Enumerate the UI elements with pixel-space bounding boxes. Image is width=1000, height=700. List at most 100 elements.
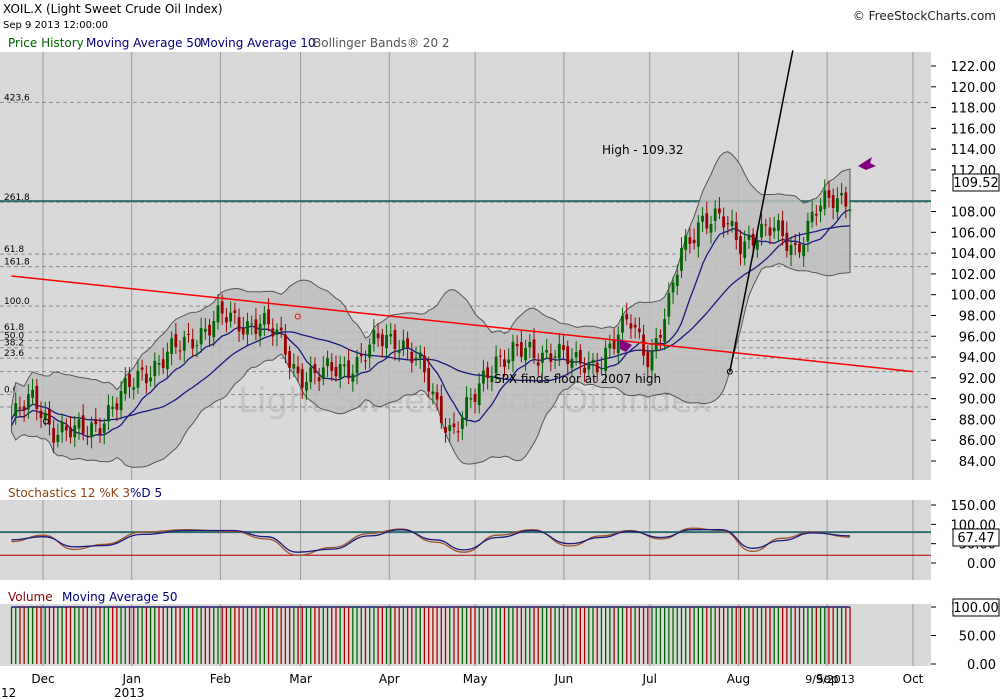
price-candle-body <box>94 418 98 425</box>
price-candle-body <box>98 428 102 435</box>
price-candle-body <box>726 223 730 225</box>
price-candle-body <box>587 362 591 370</box>
price-candle-body <box>22 406 26 411</box>
price-candle-body <box>300 369 304 388</box>
stoch-last-value: 67.47 <box>957 531 994 546</box>
price-candle-body <box>511 342 515 362</box>
price-candle-body <box>102 423 106 433</box>
price-candle-body <box>410 351 414 363</box>
price-candle-body <box>423 355 426 373</box>
price-candle-body <box>793 242 797 246</box>
price-candle-body <box>73 425 77 438</box>
price-candle-body <box>208 324 211 336</box>
fib-level-label: 61.8 <box>4 245 24 255</box>
price-y-tick-label: 116.00 <box>951 122 997 137</box>
price-candle-body <box>31 389 34 398</box>
price-y-tick-label: 122.00 <box>951 60 997 75</box>
price-candle-body <box>364 360 367 362</box>
price-candle-body <box>747 235 751 240</box>
x-year-label-2013: 2013 <box>114 686 145 700</box>
price-candle-body <box>684 235 688 250</box>
price-y-tick-label: 84.00 <box>959 455 996 470</box>
price-candle-body <box>789 245 793 256</box>
price-candle-body <box>128 373 131 387</box>
price-candle-body <box>768 227 772 236</box>
price-candle-body <box>848 209 852 211</box>
price-candle-body <box>743 241 747 258</box>
price-candle-body <box>777 220 780 231</box>
price-candle-body <box>271 328 275 337</box>
price-candle-body <box>359 354 363 357</box>
price-candle-body <box>562 345 565 351</box>
price-last-value-box <box>952 173 1000 192</box>
price-candle-body <box>477 383 481 406</box>
price-candle-body <box>414 357 418 360</box>
price-candle-body <box>600 368 603 370</box>
price-candle-body <box>646 351 650 368</box>
annotation-high: High - 109.32 <box>602 143 684 157</box>
x-tick-label: Feb <box>210 672 231 686</box>
price-candle-body <box>241 328 245 335</box>
volume-y-tick-label: 0.00 <box>967 658 996 673</box>
price-candle-body <box>258 323 262 337</box>
price-y-tick-label: 86.00 <box>959 434 996 449</box>
price-y-tick-label: 108.00 <box>951 206 997 221</box>
price-candle-body <box>52 428 56 443</box>
chart-title: XOIL.X (Light Sweet Crude Oil Index) <box>3 2 223 16</box>
price-candle-body <box>621 315 624 333</box>
price-candle-body <box>730 220 734 227</box>
price-candle-body <box>305 381 308 391</box>
price-candle-body <box>380 334 384 347</box>
price-candle-body <box>570 358 574 368</box>
price-candle-body <box>225 317 228 323</box>
stoch-d-line <box>11 529 851 553</box>
price-candle-body <box>448 425 452 431</box>
price-candle-body <box>56 434 60 443</box>
price-candle-body <box>254 319 258 335</box>
price-candle-body <box>275 329 279 335</box>
price-candle-body <box>368 344 372 358</box>
price-candle-body <box>284 334 287 355</box>
price-candle-body <box>26 394 30 410</box>
price-y-tick-label: 98.00 <box>959 309 996 324</box>
price-candle-body <box>671 282 675 293</box>
price-candle-body <box>317 377 321 382</box>
price-y-tick-label: 92.00 <box>959 372 996 387</box>
trendline-anchor-dot <box>726 368 733 375</box>
x-tick-label: Dec <box>31 672 54 686</box>
x-tick-label: Aug <box>727 672 750 686</box>
price-candle-body <box>675 274 679 287</box>
price-candle-body <box>667 293 671 317</box>
price-candle-body <box>191 339 195 349</box>
price-candle-body <box>321 367 325 380</box>
price-candle-body <box>798 243 801 253</box>
price-candle-body <box>250 323 254 325</box>
price-candle-body <box>195 345 199 347</box>
stoch-last-value-box <box>952 528 1000 547</box>
price-candle-body <box>136 370 140 388</box>
price-candle-body <box>785 232 789 251</box>
price-candle-body <box>659 335 662 338</box>
price-candle-body <box>64 426 68 431</box>
price-candle-body <box>541 352 544 363</box>
price-candle-body <box>553 356 557 358</box>
price-candle-body <box>296 366 300 374</box>
price-candle-body <box>625 314 629 320</box>
price-candle-body <box>755 240 759 250</box>
price-candle-body <box>844 192 848 207</box>
price-candle-body <box>174 334 178 348</box>
price-candle-body <box>85 435 89 437</box>
price-candle-body <box>595 362 599 373</box>
price-candle-body <box>705 213 709 229</box>
price-y-tick-label: 96.00 <box>959 330 996 345</box>
price-y-tick-label: 102.00 <box>951 268 997 283</box>
price-y-tick-label: 100.00 <box>951 289 997 304</box>
price-y-tick-label: 120.00 <box>951 81 997 96</box>
price-candle-body <box>233 310 237 313</box>
price-candle-body <box>81 415 85 434</box>
price-candle-body <box>494 356 498 374</box>
x-tick-label: Oct <box>903 672 924 686</box>
red-trendline <box>11 275 914 373</box>
price-candle-body <box>532 339 536 359</box>
